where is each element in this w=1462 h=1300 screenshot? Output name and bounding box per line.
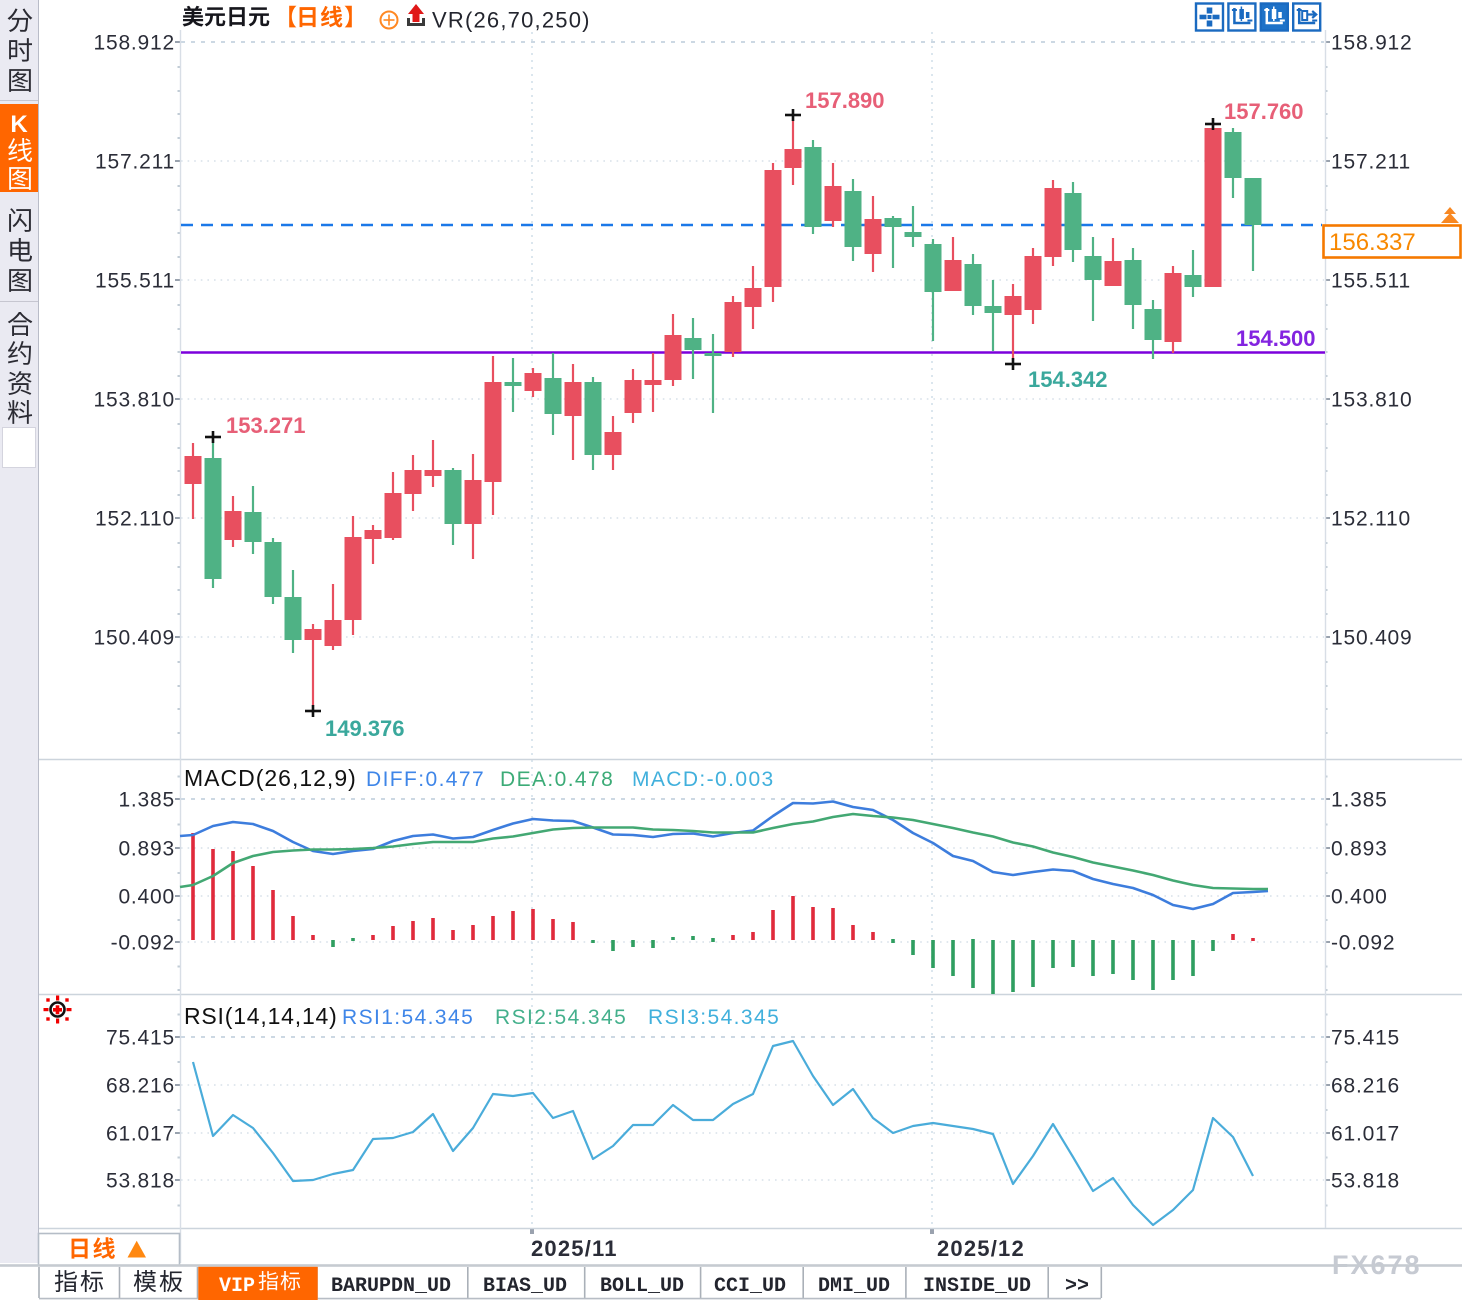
svg-text:157.890: 157.890: [805, 88, 885, 113]
svg-text:0.400: 0.400: [1331, 886, 1388, 909]
svg-text:-0.092: -0.092: [1331, 932, 1395, 955]
svg-text:RSI2:54.345: RSI2:54.345: [495, 1006, 627, 1029]
svg-text:150.409: 150.409: [1331, 627, 1413, 650]
svg-text:INSIDE_UD: INSIDE_UD: [923, 1275, 1031, 1298]
svg-text:152.110: 152.110: [95, 508, 175, 531]
svg-text:157.211: 157.211: [95, 151, 175, 174]
svg-text:DEA:0.478: DEA:0.478: [500, 768, 614, 791]
svg-text:RSI3:54.345: RSI3:54.345: [648, 1006, 780, 1029]
svg-text:2025/12: 2025/12: [937, 1236, 1025, 1261]
svg-text:152.110: 152.110: [1331, 508, 1411, 531]
svg-text:BOLL_UD: BOLL_UD: [600, 1275, 684, 1298]
svg-text:157.760: 157.760: [1224, 99, 1304, 124]
svg-text:VIP: VIP: [219, 1275, 255, 1298]
svg-text:RSI(14,14,14): RSI(14,14,14): [184, 1003, 338, 1029]
svg-text:155.511: 155.511: [95, 270, 175, 293]
svg-text:0.400: 0.400: [118, 886, 175, 909]
svg-text:155.511: 155.511: [1331, 270, 1411, 293]
svg-text:0.893: 0.893: [1331, 838, 1388, 861]
svg-text:154.342: 154.342: [1028, 367, 1108, 392]
svg-text:158.912: 158.912: [93, 32, 175, 55]
svg-text:MACD(26,12,9): MACD(26,12,9): [184, 765, 357, 791]
svg-text:75.415: 75.415: [106, 1027, 175, 1050]
svg-text:1.385: 1.385: [118, 789, 175, 812]
svg-text:53.818: 53.818: [1331, 1170, 1400, 1193]
svg-text:61.017: 61.017: [1331, 1123, 1400, 1146]
svg-text:153.810: 153.810: [93, 389, 175, 412]
svg-text:153.810: 153.810: [1331, 389, 1413, 412]
svg-text:157.211: 157.211: [1331, 151, 1411, 174]
svg-text:150.409: 150.409: [93, 627, 175, 650]
svg-text:68.216: 68.216: [106, 1075, 175, 1098]
svg-text:0.893: 0.893: [118, 838, 175, 861]
svg-text:K: K: [10, 111, 28, 138]
svg-text:153.271: 153.271: [226, 413, 306, 438]
svg-text:1.385: 1.385: [1331, 789, 1388, 812]
svg-text:2025/11: 2025/11: [531, 1236, 618, 1261]
svg-text:DIFF:0.477: DIFF:0.477: [366, 768, 485, 791]
svg-text:156.337: 156.337: [1329, 229, 1416, 256]
svg-text:53.818: 53.818: [106, 1170, 175, 1193]
svg-text:61.017: 61.017: [106, 1123, 175, 1146]
svg-text:>>: >>: [1065, 1275, 1089, 1298]
svg-text:CCI_UD: CCI_UD: [714, 1275, 786, 1298]
svg-text:BARUPDN_UD: BARUPDN_UD: [331, 1275, 451, 1298]
svg-text:BIAS_UD: BIAS_UD: [483, 1275, 567, 1298]
svg-text:-0.092: -0.092: [111, 932, 175, 955]
svg-text:DMI_UD: DMI_UD: [818, 1275, 890, 1298]
svg-text:68.216: 68.216: [1331, 1075, 1400, 1098]
svg-text:75.415: 75.415: [1331, 1027, 1400, 1050]
svg-text:RSI1:54.345: RSI1:54.345: [342, 1006, 474, 1029]
svg-text:149.376: 149.376: [325, 716, 405, 741]
svg-text:VR(26,70,250): VR(26,70,250): [432, 8, 591, 33]
svg-text:MACD:-0.003: MACD:-0.003: [632, 768, 775, 791]
svg-text:154.500: 154.500: [1236, 326, 1316, 351]
svg-text:158.912: 158.912: [1331, 32, 1413, 55]
